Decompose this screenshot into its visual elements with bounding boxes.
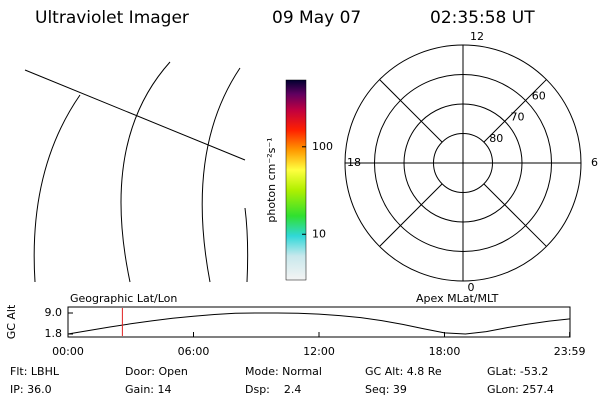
lat-label: 80 [489, 132, 503, 145]
date: 09 May 07 [272, 8, 361, 28]
y-axis-label: GC Alt [5, 304, 18, 339]
info-field: GLon: 257.4 [487, 383, 554, 396]
lat-circle [374, 74, 552, 252]
x-tick-label: 18:00 [429, 345, 461, 358]
left-label: Geographic Lat/Lon [70, 292, 177, 305]
info-field: Gain: 14 [125, 383, 172, 396]
info-field: Door: Open [125, 365, 188, 378]
mlt-label: 6 [591, 156, 598, 169]
colorbar [285, 79, 307, 281]
lat-circle [403, 103, 523, 223]
info-field: Mode: Normal [245, 365, 322, 378]
lat-label: 60 [532, 89, 546, 102]
x-tick-label: 23:59 [554, 345, 586, 358]
title: Ultraviolet Imager [35, 8, 189, 28]
mlt-label: 0 [468, 281, 475, 294]
time: 02:35:58 UT [430, 8, 535, 28]
x-tick-label: 06:00 [178, 345, 210, 358]
right-label: Apex MLat/MLT [416, 292, 499, 305]
info-field: IP: 36.0 [10, 383, 52, 396]
mlt-label: 12 [470, 30, 484, 43]
polar-diagonal [483, 183, 547, 247]
info-field: GLat: -53.2 [487, 365, 548, 378]
geographic-grid [24, 61, 249, 283]
colorbar-tick-label: 10 [312, 227, 326, 240]
polar-diagonal [379, 79, 443, 143]
polar-diagonal [379, 183, 443, 247]
colorbar-label: photon cm⁻²s⁻¹ [265, 137, 278, 222]
info-field: Flt: LBHL [10, 365, 60, 378]
lat-label: 70 [510, 111, 524, 124]
y-tick-label: 1.8 [45, 327, 63, 340]
colorbar-tick-label: 100 [312, 140, 333, 153]
x-tick-label: 00:00 [52, 345, 84, 358]
polar-diagonal [483, 79, 547, 143]
x-tick-label: 12:00 [303, 345, 335, 358]
mlt-label: 18 [347, 156, 361, 169]
lat-circle [433, 133, 493, 193]
info-field: GC Alt: 4.8 Re [365, 365, 442, 378]
altitude-line [67, 312, 571, 335]
y-tick-label: 9.0 [45, 306, 63, 319]
info-field: Seq: 39 [365, 383, 407, 396]
info-field: Dsp: 2.4 [245, 383, 301, 396]
